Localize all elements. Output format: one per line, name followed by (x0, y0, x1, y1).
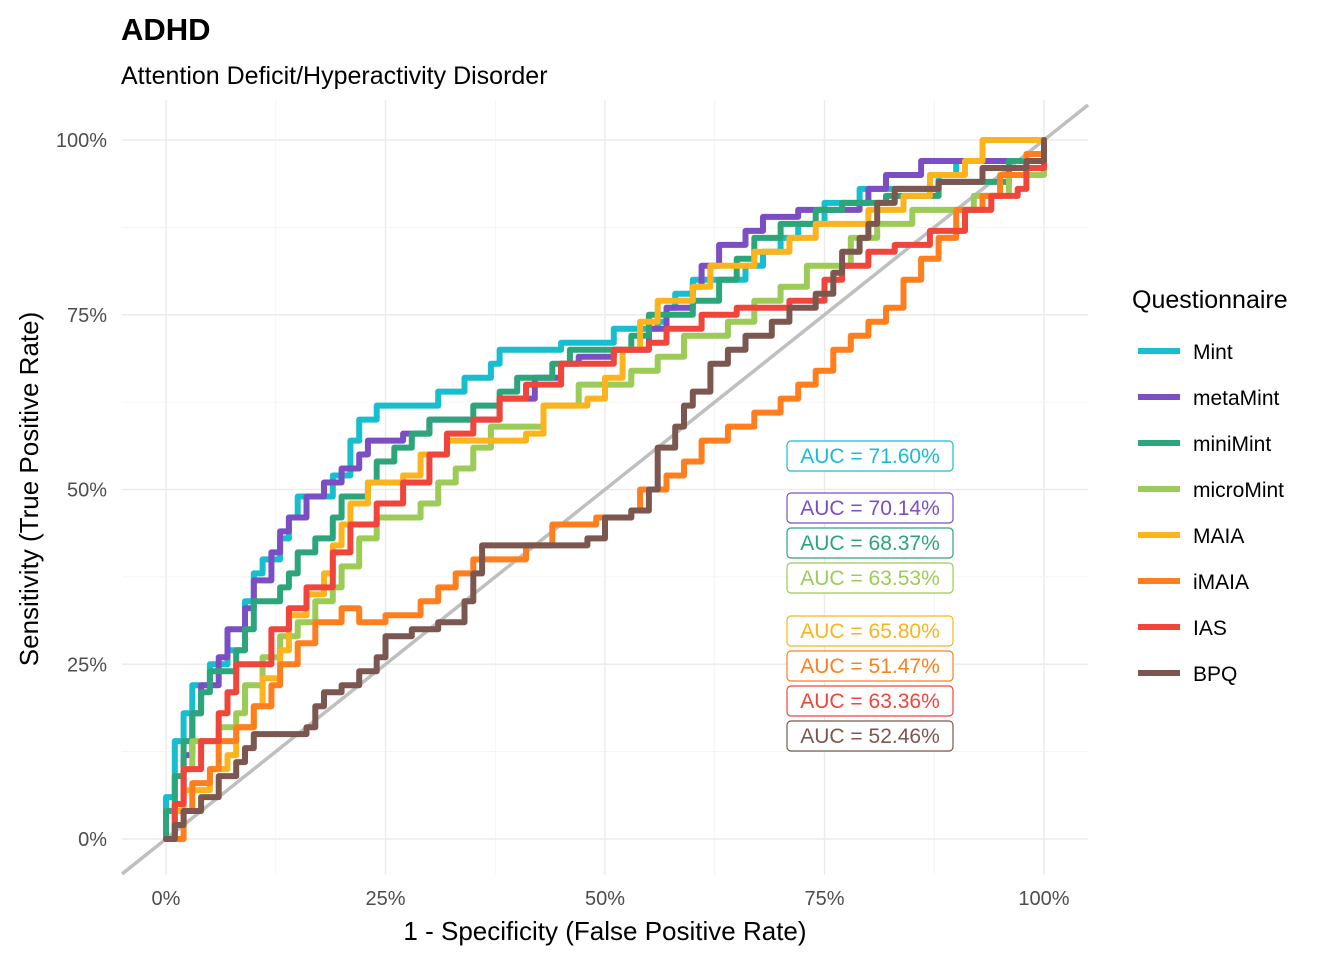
x-tick-label: 25% (365, 888, 405, 910)
auc-label-text: AUC = 65.80% (800, 620, 940, 643)
legend-label: IAS (1193, 617, 1227, 640)
auc-label-box (786, 562, 954, 594)
series-line-bpq (163, 137, 1047, 842)
y-tick-label: 25% (67, 654, 107, 676)
series-line-micromint (163, 137, 1047, 842)
auc-label-text: AUC = 71.60% (800, 445, 940, 468)
legend-label: metaMint (1193, 387, 1280, 410)
legend: Questionnaire Mint metaMint miniMint microM… (1132, 286, 1288, 686)
auc-label-box (786, 492, 954, 524)
x-tick-label: 75% (804, 888, 844, 910)
auc-label-bpq: AUC = 52.46% (786, 720, 954, 752)
auc-label-metamint: AUC = 70.14% (786, 492, 954, 524)
auc-label-box (786, 615, 954, 647)
y-tick-label: 50% (67, 480, 107, 502)
auc-label-text: AUC = 51.47% (800, 655, 940, 678)
auc-label-box (786, 527, 954, 559)
legend-item-mint: Mint (1138, 341, 1233, 364)
legend-item-maia: MAIA (1138, 525, 1244, 548)
legend-item-minimint: miniMint (1138, 433, 1271, 456)
legend-label: miniMint (1193, 433, 1271, 456)
legend-label: microMint (1193, 479, 1284, 502)
auc-labels: AUC = 71.60% AUC = 70.14% AUC = 68.37% AUC … (786, 440, 954, 752)
x-axis-title: 1 - Specificity (False Positive Rate) (403, 916, 806, 946)
legend-item-imaia: iMAIA (1138, 571, 1249, 594)
x-tick-label: 100% (1018, 888, 1069, 910)
legend-title: Questionnaire (1132, 286, 1288, 314)
legend-label: iMAIA (1193, 571, 1249, 594)
y-axis-title: Sensitivity (True Positive Rate) (14, 312, 44, 666)
series-line-minimint (163, 137, 1047, 842)
legend-item-micromint: microMint (1138, 479, 1284, 502)
x-tick-label: 50% (585, 888, 625, 910)
auc-label-ias: AUC = 63.36% (786, 685, 954, 717)
auc-label-text: AUC = 70.14% (800, 497, 940, 520)
auc-label-imaia: AUC = 51.47% (786, 650, 954, 682)
auc-label-maia: AUC = 65.80% (786, 615, 954, 647)
auc-label-text: AUC = 63.53% (800, 567, 940, 590)
auc-label-text: AUC = 52.46% (800, 725, 940, 748)
legend-item-ias: IAS (1138, 617, 1227, 640)
y-tick-label: 100% (56, 130, 107, 152)
legend-label: Mint (1193, 341, 1233, 364)
y-tick-label: 75% (67, 305, 107, 327)
legend-label: BPQ (1193, 663, 1237, 686)
y-tick-label: 0% (78, 829, 107, 851)
auc-label-box (786, 720, 954, 752)
auc-label-box (786, 440, 954, 472)
axis-ticks: 0% 25% 50% 75% 100% 0% 25% 50% 75% 100% (56, 130, 1070, 910)
auc-label-box (786, 685, 954, 717)
auc-label-mint: AUC = 71.60% (786, 440, 954, 472)
auc-label-box (786, 650, 954, 682)
auc-label-minimint: AUC = 68.37% (786, 527, 954, 559)
legend-item-bpq: BPQ (1138, 663, 1237, 686)
legend-label: MAIA (1193, 525, 1244, 548)
series-line-ias (163, 137, 1047, 842)
chart-title: ADHD (121, 12, 211, 47)
legend-item-metamint: metaMint (1138, 387, 1280, 410)
auc-label-text: AUC = 68.37% (800, 532, 940, 555)
series-lines (163, 137, 1047, 842)
x-tick-label: 0% (152, 888, 181, 910)
auc-label-micromint: AUC = 63.53% (786, 562, 954, 594)
chart-subtitle: Attention Deficit/Hyperactivity Disorder (121, 62, 548, 90)
auc-label-text: AUC = 63.36% (800, 690, 940, 713)
